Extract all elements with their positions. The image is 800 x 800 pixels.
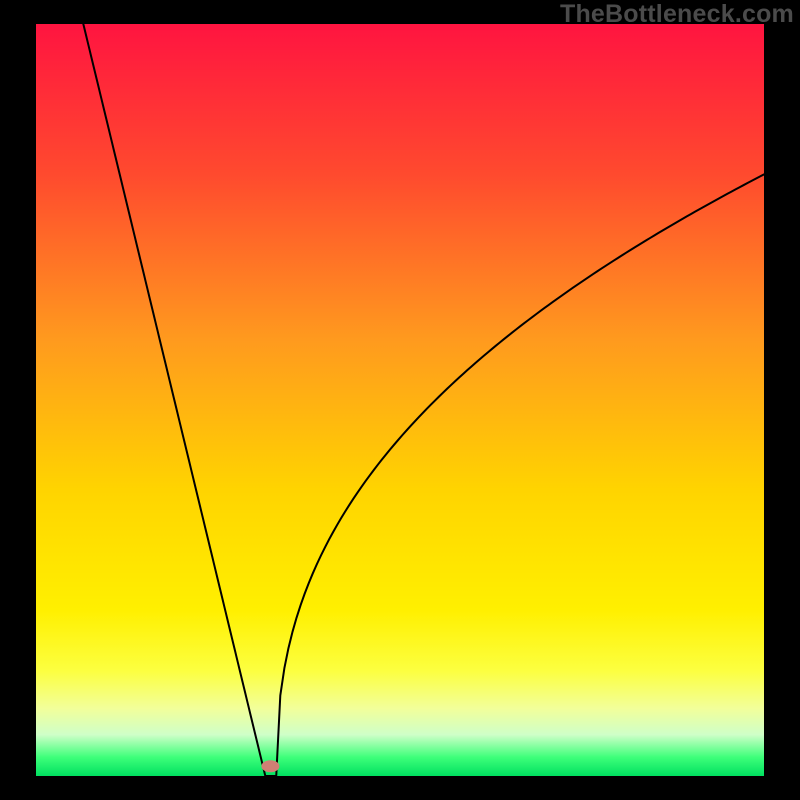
watermark-text: TheBottleneck.com xyxy=(560,0,794,29)
bottleneck-curve-chart xyxy=(0,0,800,800)
optimal-point-marker xyxy=(261,760,279,772)
chart-frame: TheBottleneck.com xyxy=(0,0,800,800)
gradient-background xyxy=(36,24,764,776)
